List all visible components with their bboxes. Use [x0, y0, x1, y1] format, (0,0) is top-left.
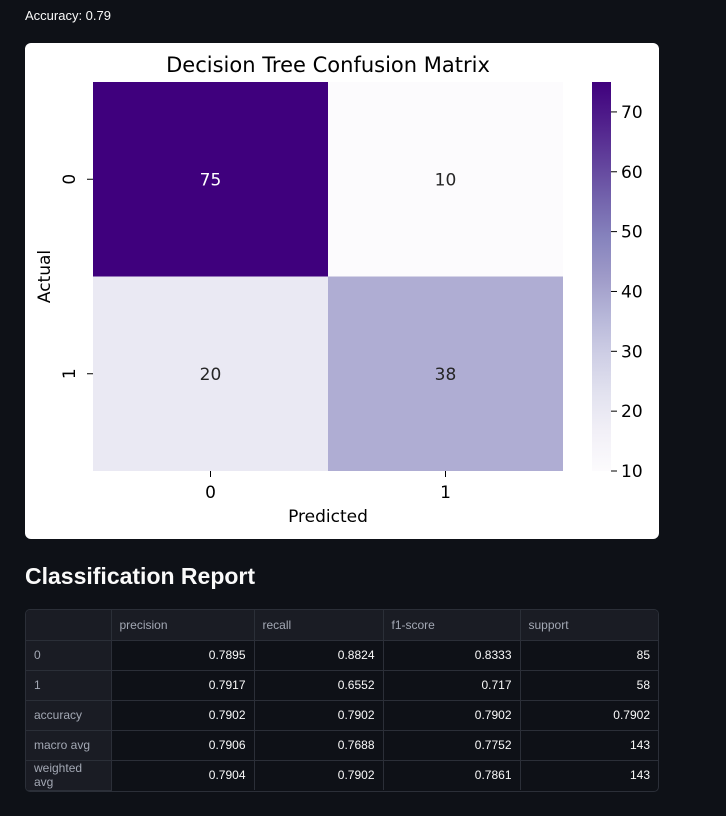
- table-cell: 58: [520, 670, 658, 701]
- column-header[interactable]: f1-score: [383, 610, 521, 641]
- table-cell: 0.7906: [111, 730, 255, 761]
- table-row: accuracy 0.7902 0.7902 0.7902 0.7902: [26, 700, 658, 731]
- table-row: 0 0.7895 0.8824 0.8333 85: [26, 640, 658, 671]
- x-tick-label: 0: [205, 483, 216, 503]
- column-header[interactable]: [26, 610, 112, 641]
- colorbar-tick-label: 20: [621, 402, 643, 422]
- confusion-matrix-plot: Decision Tree Confusion Matrix 75 10 20 38 0 1…: [25, 43, 659, 539]
- table-cell: 0.717: [383, 670, 521, 701]
- table-cell: 0.7917: [111, 670, 255, 701]
- row-label: 1: [26, 670, 112, 701]
- section-title: Classification Report: [25, 563, 256, 589]
- row-label: accuracy: [26, 700, 112, 731]
- table-cell: 0.7861: [383, 760, 521, 790]
- colorbar-tick-label: 30: [621, 342, 643, 362]
- table-cell: 0.8824: [254, 640, 384, 671]
- table-cell: 0.8333: [383, 640, 521, 671]
- table-cell: 0.6552: [254, 670, 384, 701]
- table-row: macro avg 0.7906 0.7688 0.7752 143: [26, 730, 658, 761]
- table-cell: 0.7752: [383, 730, 521, 761]
- colorbar-tick-label: 40: [621, 282, 643, 302]
- y-tick-label: 1: [60, 368, 80, 379]
- table-cell: 0.7902: [520, 700, 658, 731]
- table-cell: 0.7895: [111, 640, 255, 671]
- table-cell: 143: [629, 768, 650, 783]
- table-header-row: precision recall f1-score support: [26, 610, 658, 641]
- heatmap-cell: [328, 276, 563, 471]
- y-axis-label: Actual: [35, 250, 55, 303]
- x-axis-label: Predicted: [288, 507, 368, 527]
- x-tick-label: 1: [440, 483, 451, 503]
- colorbar-tick-label: 60: [621, 163, 643, 183]
- heatmap-cell: [328, 82, 563, 277]
- cell-value-label: 38: [435, 365, 457, 385]
- y-tick-label: 0: [60, 174, 80, 185]
- column-header[interactable]: precision: [111, 610, 255, 641]
- table-row: 1 0.7917 0.6552 0.717 58: [26, 670, 658, 701]
- table-cell: 0.7902: [111, 700, 255, 731]
- column-header[interactable]: recall: [254, 610, 384, 641]
- table-cell: 0.7688: [254, 730, 384, 761]
- colorbar-tick-label: 10: [621, 462, 643, 482]
- accuracy-text: Accuracy: 0.79: [25, 8, 111, 23]
- colorbar-tick-label: 50: [621, 223, 643, 243]
- table-cell: 0.7904: [111, 760, 255, 790]
- column-header[interactable]: support: [520, 610, 658, 641]
- classification-report-table: precision recall f1-score support 0 0.78…: [25, 609, 659, 792]
- chart-title: Decision Tree Confusion Matrix: [166, 53, 490, 77]
- table-cell: 143: [520, 730, 658, 761]
- table-cell: 85: [520, 640, 658, 671]
- colorbar-tick-label: 70: [621, 103, 643, 123]
- row-label: 0: [26, 640, 112, 671]
- cell-value-label: 75: [200, 170, 222, 190]
- row-label: weighted avg: [26, 760, 112, 791]
- table-cell: 0.7902: [383, 700, 521, 731]
- table-cell: 0.7902: [254, 700, 384, 731]
- cell-value-label: 20: [200, 365, 222, 385]
- heatmap-cell: [93, 82, 328, 277]
- colorbar: [592, 82, 611, 471]
- table-cell: 0.7902: [254, 760, 384, 790]
- cell-value-label: 10: [435, 170, 457, 190]
- row-label: macro avg: [26, 730, 112, 761]
- heatmap-cell: [93, 276, 328, 471]
- table-row: weighted avg 0.7904 0.7902 0.7861 143: [26, 760, 658, 791]
